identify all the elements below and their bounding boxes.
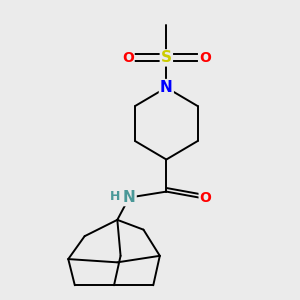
Text: S: S [161,50,172,65]
Text: N: N [160,80,173,95]
Text: N: N [123,190,136,205]
Text: O: O [122,51,134,65]
Text: O: O [200,190,211,205]
Text: H: H [110,190,120,202]
Text: O: O [199,51,211,65]
